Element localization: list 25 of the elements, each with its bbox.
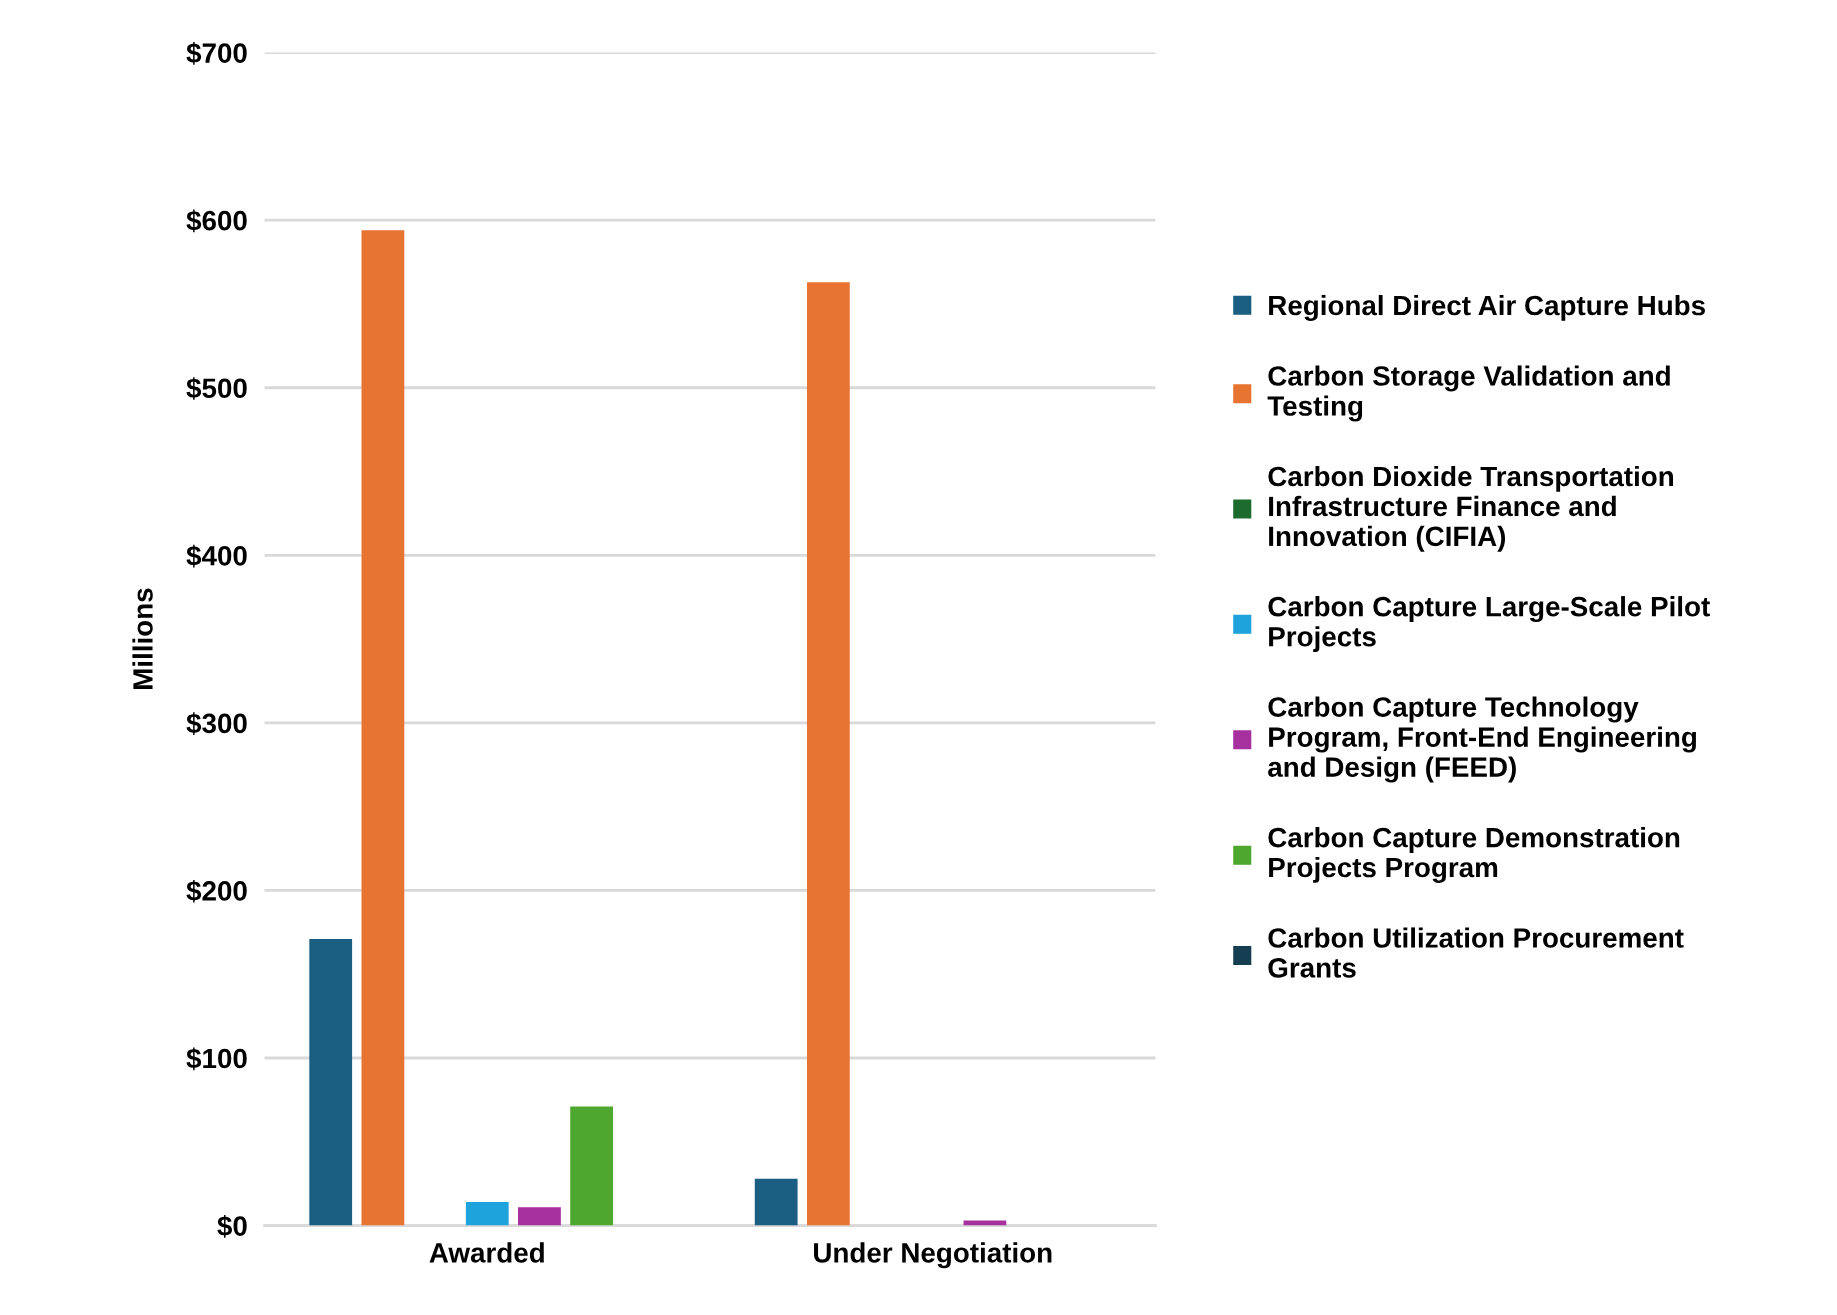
y-tick-label: $500 <box>186 377 247 400</box>
y-tick-label: $300 <box>186 712 247 735</box>
legend-label: Carbon Utilization Procurement Grants <box>1268 927 1684 978</box>
legend-label: Carbon Dioxide Transportation Infrastructure Finance and Innovation (CIFIA) <box>1268 465 1673 552</box>
legend-label: Regional Direct Air Capture Hubs <box>1269 294 1705 321</box>
x-tick-label: Awarded <box>429 1242 544 1263</box>
bar <box>309 939 353 1226</box>
y-tick-label: $400 <box>186 544 247 568</box>
bar <box>518 1207 561 1226</box>
legend-label: Carbon Capture Demonstration Projects Program <box>1268 827 1680 883</box>
bar <box>570 1106 614 1226</box>
y-tick-label: $100 <box>186 1047 247 1071</box>
legend-label: Carbon Storage Validation and Testing <box>1267 365 1670 422</box>
legend-label: Carbon Capture Technology Program, Front-End Engineering and Design (FEED) <box>1268 696 1696 783</box>
legend-label: Carbon Capture Large-Scale Pilot Projects <box>1268 596 1710 653</box>
bar <box>465 1202 509 1226</box>
bar <box>361 230 405 1226</box>
x-tick-label: Under Negotiation <box>814 1242 1052 1269</box>
y-axis-title: Millions <box>132 588 153 689</box>
y-tick-label: $0 <box>217 1215 247 1238</box>
bar <box>806 282 850 1226</box>
y-tick-label: $700 <box>186 42 247 65</box>
bar <box>754 1178 798 1226</box>
y-tick-label: $200 <box>186 879 247 903</box>
y-tick-label: $600 <box>186 209 247 233</box>
